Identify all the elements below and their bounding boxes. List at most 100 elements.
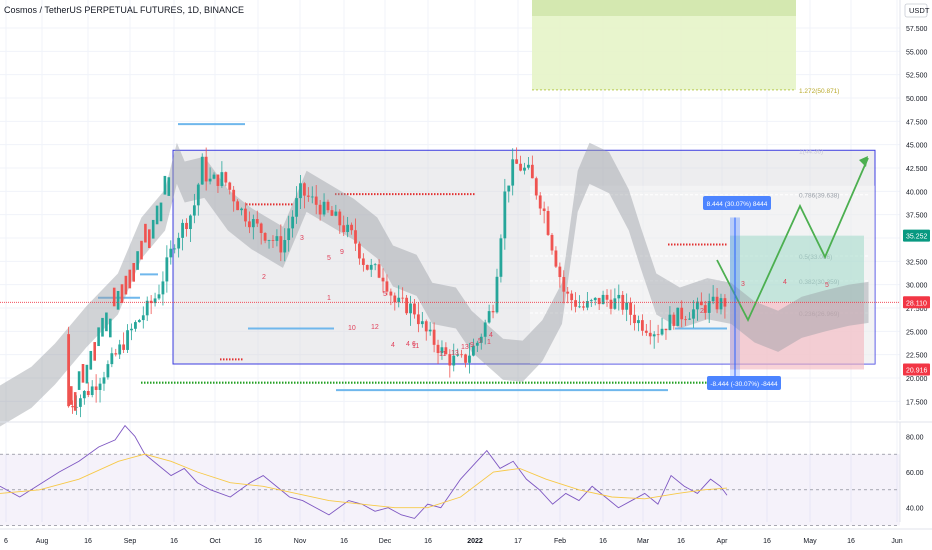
candle-body — [479, 336, 483, 343]
candle-body — [151, 219, 155, 239]
candle-body — [389, 291, 393, 296]
candle-body — [185, 222, 188, 230]
time-tick-label: 16 — [599, 538, 607, 545]
candle-body — [413, 303, 416, 315]
time-tick-label: Dec — [379, 538, 392, 545]
candle-body — [263, 232, 267, 241]
candle-body — [617, 294, 621, 299]
candle-body — [629, 302, 632, 315]
candle-body — [89, 350, 93, 370]
candle-body — [542, 208, 546, 212]
rsi-tick-label: 40.00 — [906, 506, 924, 513]
candle-body — [589, 300, 593, 302]
candle-body — [116, 290, 120, 310]
candle-body — [232, 189, 236, 202]
candle-body — [141, 315, 145, 321]
candle-body — [90, 386, 94, 396]
time-tick-label: Apr — [717, 538, 729, 545]
candle-body — [570, 293, 574, 301]
price-tick-label: 17.500 — [906, 399, 928, 406]
candle-body — [149, 300, 153, 304]
candle-body — [688, 318, 691, 320]
candle-body — [644, 330, 648, 333]
rsi-panel[interactable]: 80.00 60.00 40.00 — [0, 421, 932, 526]
measure-up-label: 8.444 (30.07%) 8444 — [707, 201, 768, 208]
candle-body — [436, 344, 440, 354]
wave-annotation: 6 — [412, 341, 416, 348]
candle-body — [137, 320, 141, 323]
price-tick-label: 22.500 — [906, 353, 928, 360]
candle-body — [82, 391, 86, 399]
candle-body — [97, 327, 100, 347]
candle-body — [527, 164, 530, 168]
candle-body — [448, 354, 452, 366]
candle-body — [546, 211, 550, 235]
candle-body — [122, 344, 126, 350]
candle-body — [326, 201, 330, 211]
candle-body — [240, 208, 243, 211]
candle-body — [216, 174, 220, 186]
candle-body — [625, 302, 629, 310]
candle-body — [460, 354, 464, 356]
measure-up-label-bg — [703, 196, 771, 210]
candle-body — [275, 236, 279, 241]
candle-body — [228, 182, 232, 190]
candle-body — [177, 237, 181, 249]
candle-body — [126, 330, 129, 350]
candle-body — [70, 386, 73, 405]
currency-box — [904, 3, 928, 18]
time-tick-label: 16 — [254, 538, 262, 545]
candle-body — [468, 355, 471, 363]
candle-body — [155, 205, 159, 225]
wave-annotation: 4 — [391, 342, 395, 349]
time-tick-label: Feb — [554, 538, 566, 545]
candle-body — [491, 311, 495, 313]
candle-body — [71, 406, 74, 408]
candle-body — [393, 295, 397, 303]
projection-path — [716, 157, 869, 323]
wave-annotation: 4 — [783, 279, 787, 286]
measure-down-label-bg — [707, 376, 781, 390]
candle-body — [110, 353, 114, 365]
fib-label: 1.272(50.871) — [799, 88, 839, 95]
wave-annotation: 13 — [451, 350, 459, 357]
price-tick-label: 45.000 — [906, 143, 928, 150]
candle-body — [173, 248, 177, 250]
candle-body — [432, 329, 436, 345]
candle-body — [346, 224, 350, 233]
candle-body — [652, 334, 656, 337]
wave-annotation: 5 — [383, 291, 387, 298]
price-tick-label: 40.000 — [906, 189, 928, 196]
candle-body — [692, 309, 695, 319]
wave-annotation: 5 — [327, 255, 331, 262]
candle-body — [613, 298, 617, 309]
candle-body — [597, 297, 601, 305]
time-tick-label: 16 — [340, 538, 348, 545]
wave-annotation: 2 — [700, 308, 704, 315]
drawings-layer: 1.272(50.871)1(44.36)0.786(39.638)0.5(33… — [0, 0, 876, 427]
price-tick-label: 32.500 — [906, 259, 928, 266]
candle-body — [204, 156, 208, 182]
symbol-title: Cosmos / TetherUS PERPETUAL FUTURES, 1D,… — [4, 5, 244, 15]
price-tick-label: 27.500 — [906, 306, 928, 313]
candle-body — [381, 277, 385, 282]
candle-body — [530, 164, 534, 179]
candle-body — [637, 320, 640, 324]
time-tick-label: May — [803, 538, 817, 545]
candle-body — [128, 269, 132, 289]
candle-body — [291, 216, 295, 229]
candle-body — [279, 236, 283, 253]
wave-annotation: 2 — [262, 274, 266, 281]
price-tick-label: 42.500 — [906, 166, 928, 173]
candle-body — [303, 183, 306, 196]
candle-body — [475, 342, 479, 346]
candle-body — [140, 240, 143, 260]
current-price-badge: 28.110 — [906, 300, 927, 307]
candle-body — [385, 281, 389, 292]
candle-body — [181, 222, 184, 238]
price-tick-label: 55.000 — [906, 49, 928, 56]
candle-body — [515, 159, 519, 164]
